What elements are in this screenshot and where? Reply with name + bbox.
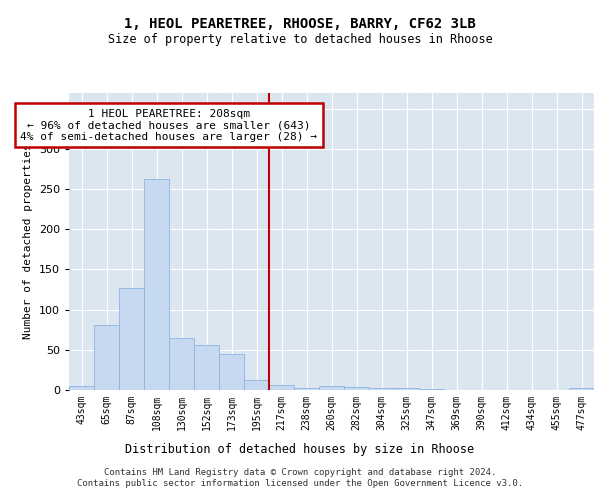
Bar: [244, 380, 269, 390]
Y-axis label: Number of detached properties: Number of detached properties: [23, 144, 33, 339]
Text: 1, HEOL PEARETREE, RHOOSE, BARRY, CF62 3LB: 1, HEOL PEARETREE, RHOOSE, BARRY, CF62 3…: [124, 18, 476, 32]
Text: Contains HM Land Registry data © Crown copyright and database right 2024.
Contai: Contains HM Land Registry data © Crown c…: [77, 468, 523, 487]
Bar: [319, 386, 344, 390]
Bar: [119, 288, 144, 390]
Bar: [294, 388, 319, 390]
Text: Distribution of detached houses by size in Rhoose: Distribution of detached houses by size …: [125, 442, 475, 456]
Bar: [219, 354, 244, 390]
Bar: [69, 386, 94, 390]
Bar: [269, 385, 294, 390]
Bar: [394, 388, 419, 390]
Text: 1 HEOL PEARETREE: 208sqm
← 96% of detached houses are smaller (643)
4% of semi-d: 1 HEOL PEARETREE: 208sqm ← 96% of detach…: [20, 108, 317, 142]
Text: Size of property relative to detached houses in Rhoose: Size of property relative to detached ho…: [107, 32, 493, 46]
Bar: [194, 345, 219, 390]
Bar: [569, 388, 594, 390]
Bar: [344, 387, 369, 390]
Bar: [144, 178, 169, 390]
Bar: [94, 325, 119, 390]
Bar: [169, 338, 194, 390]
Bar: [419, 389, 444, 390]
Bar: [369, 388, 394, 390]
